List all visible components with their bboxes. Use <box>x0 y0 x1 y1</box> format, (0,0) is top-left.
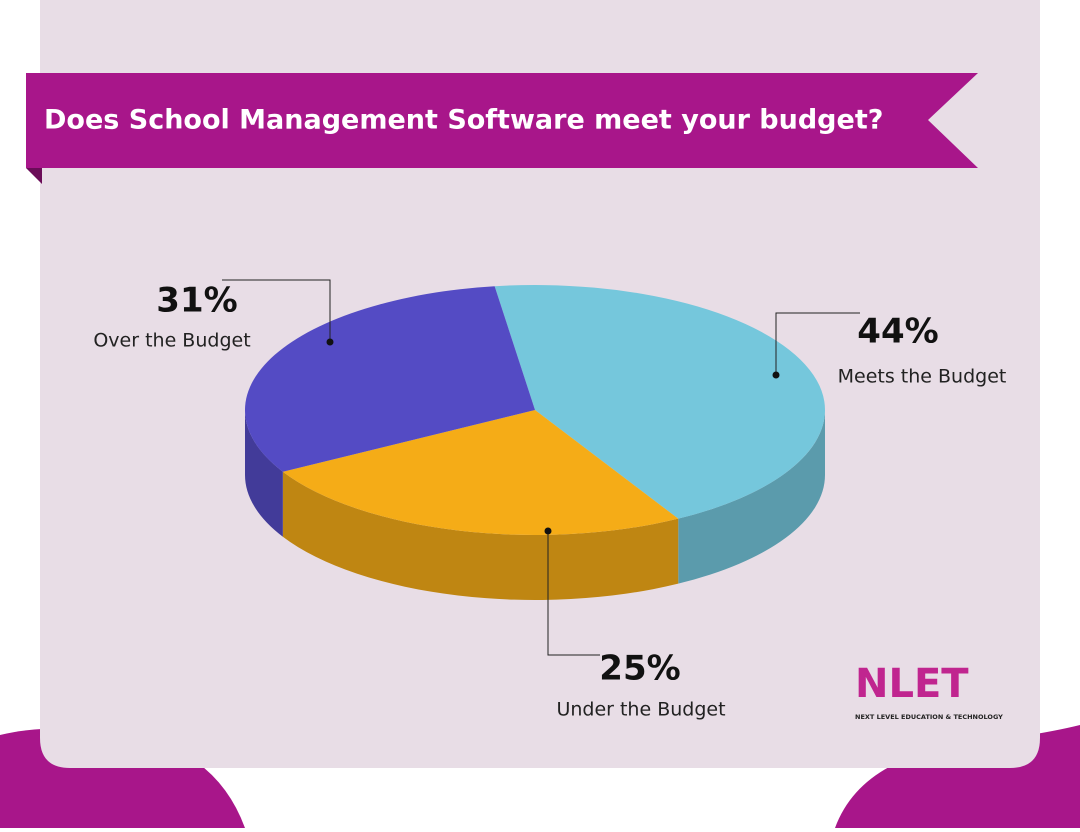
banner <box>26 73 978 168</box>
logo-text: NLET <box>855 661 969 707</box>
value-label: 44% <box>857 312 938 352</box>
chart-title: Does School Management Software meet you… <box>44 105 883 136</box>
value-label: 25% <box>599 649 680 689</box>
category-label: Over the Budget <box>93 330 250 352</box>
logo: NLET NEXT LEVEL EDUCATION & TECHNOLOGY <box>855 661 1003 721</box>
slice-side <box>282 471 679 601</box>
leader-line <box>222 279 331 342</box>
leader-line <box>775 312 860 375</box>
slice-side <box>245 410 283 537</box>
category-label: Meets the Budget <box>838 366 1007 388</box>
leader-line <box>547 531 600 656</box>
slice <box>244 286 535 472</box>
value-label: 31% <box>156 281 237 321</box>
logo-tagline: NEXT LEVEL EDUCATION & TECHNOLOGY <box>855 713 1003 721</box>
slice <box>494 284 826 519</box>
leader-dot <box>544 527 552 535</box>
category-label: Under the Budget <box>556 699 725 721</box>
leader-dot <box>772 371 780 379</box>
banner-fold <box>26 168 42 184</box>
slice <box>282 410 679 536</box>
slice-side <box>678 410 825 584</box>
leader-dot <box>326 338 334 346</box>
